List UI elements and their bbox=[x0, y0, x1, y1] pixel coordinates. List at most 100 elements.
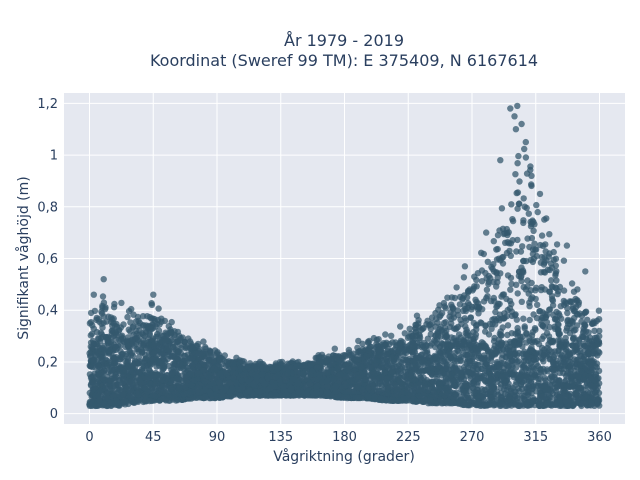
data-point bbox=[576, 310, 583, 317]
data-point bbox=[512, 171, 519, 178]
data-point bbox=[529, 246, 537, 253]
data-point bbox=[515, 152, 522, 160]
data-point bbox=[551, 325, 559, 332]
data-point bbox=[476, 303, 483, 311]
data-point bbox=[450, 399, 457, 406]
data-point bbox=[533, 201, 540, 209]
data-point bbox=[93, 328, 101, 336]
data-point bbox=[553, 285, 560, 292]
data-point bbox=[331, 345, 338, 352]
data-point bbox=[129, 349, 136, 357]
data-point bbox=[405, 364, 413, 371]
data-point bbox=[484, 293, 491, 300]
data-point bbox=[370, 369, 377, 376]
data-point bbox=[589, 366, 596, 373]
data-point bbox=[127, 319, 134, 326]
data-point bbox=[155, 305, 162, 312]
data-point bbox=[91, 307, 99, 315]
data-point bbox=[448, 315, 455, 323]
data-point bbox=[494, 245, 501, 253]
data-point bbox=[549, 302, 557, 309]
data-point bbox=[413, 312, 421, 319]
data-point bbox=[564, 309, 571, 317]
data-point bbox=[488, 325, 495, 332]
data-point bbox=[498, 293, 505, 300]
data-point bbox=[100, 299, 108, 306]
data-point bbox=[388, 368, 396, 375]
data-point bbox=[477, 354, 485, 361]
data-point bbox=[502, 239, 509, 246]
data-point bbox=[595, 367, 603, 375]
data-point bbox=[555, 330, 563, 338]
data-point bbox=[519, 268, 526, 276]
data-point bbox=[543, 319, 551, 326]
data-point bbox=[572, 326, 579, 333]
data-point bbox=[531, 240, 538, 247]
data-point bbox=[491, 298, 498, 305]
data-point bbox=[501, 314, 508, 322]
data-point bbox=[504, 331, 511, 339]
data-point bbox=[168, 318, 175, 326]
data-point bbox=[518, 298, 525, 305]
data-point bbox=[454, 307, 461, 314]
data-point bbox=[256, 358, 264, 366]
data-point bbox=[508, 300, 515, 308]
data-point bbox=[514, 236, 521, 244]
data-point bbox=[492, 308, 499, 316]
data-point bbox=[544, 266, 552, 273]
data-point bbox=[447, 309, 454, 316]
data-point bbox=[98, 310, 106, 317]
data-point bbox=[393, 389, 400, 396]
data-point bbox=[345, 346, 353, 354]
data-point bbox=[397, 323, 404, 330]
data-point bbox=[494, 232, 502, 239]
data-point bbox=[459, 307, 467, 315]
data-point bbox=[404, 334, 412, 341]
data-point bbox=[87, 332, 95, 339]
data-point bbox=[156, 321, 163, 328]
data-point bbox=[146, 313, 153, 321]
data-point bbox=[493, 303, 500, 311]
chart-title-line2: Koordinat (Sweref 99 TM): E 375409, N 61… bbox=[150, 51, 538, 70]
data-point bbox=[110, 320, 117, 327]
data-point bbox=[537, 286, 545, 294]
data-point bbox=[495, 255, 503, 262]
data-point bbox=[507, 274, 515, 282]
data-point bbox=[471, 273, 478, 280]
data-point bbox=[526, 334, 533, 341]
data-point bbox=[125, 308, 133, 315]
data-point bbox=[470, 380, 477, 388]
data-point bbox=[127, 328, 134, 335]
data-point bbox=[520, 219, 527, 227]
data-point bbox=[107, 377, 115, 384]
data-point bbox=[562, 348, 569, 355]
data-point bbox=[443, 333, 450, 340]
data-point bbox=[99, 333, 107, 340]
data-point bbox=[499, 260, 507, 267]
data-point bbox=[433, 336, 441, 343]
data-point bbox=[453, 325, 460, 332]
data-point bbox=[534, 208, 541, 216]
data-point bbox=[470, 328, 477, 336]
data-point bbox=[570, 335, 577, 342]
data-point bbox=[373, 336, 380, 344]
data-point bbox=[537, 366, 544, 373]
data-point bbox=[499, 225, 507, 232]
data-point bbox=[382, 331, 389, 338]
data-point bbox=[483, 286, 491, 293]
data-point bbox=[515, 200, 523, 208]
data-point bbox=[470, 285, 477, 292]
data-point bbox=[455, 337, 462, 344]
data-point bbox=[388, 332, 395, 339]
data-point bbox=[552, 270, 559, 277]
data-point bbox=[107, 314, 115, 321]
data-point bbox=[593, 317, 601, 325]
data-point bbox=[566, 329, 574, 337]
data-point bbox=[125, 392, 133, 399]
data-point bbox=[484, 258, 491, 265]
data-point bbox=[236, 364, 244, 372]
data-point bbox=[546, 324, 553, 331]
data-point bbox=[397, 368, 404, 375]
data-point bbox=[487, 275, 494, 282]
